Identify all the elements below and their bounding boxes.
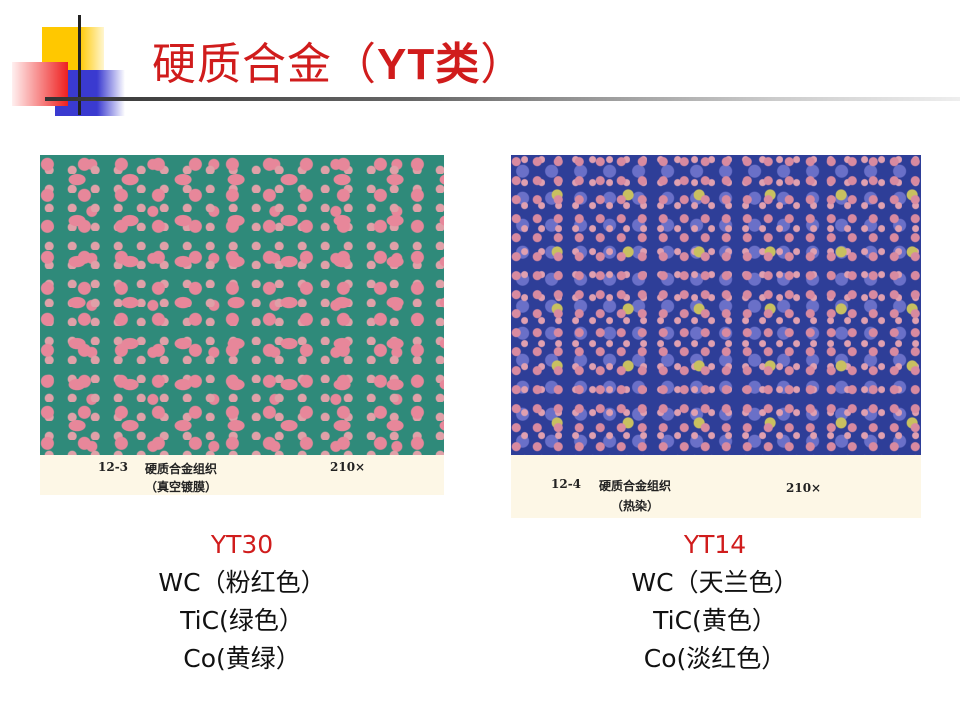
yt30-description: YT30 WC（粉红色） TiC(绿色） Co(黄绿）	[82, 526, 402, 678]
figure-subcaption: （真空镀膜）	[145, 480, 218, 494]
micrograph-yt14: 12-4 硬质合金组织 （热染） 210×	[511, 155, 921, 518]
phase-line: Co(淡红色）	[643, 644, 787, 673]
figure-subcaption: （热染）	[611, 499, 660, 513]
title-underline	[45, 97, 960, 101]
magnification: 210×	[786, 481, 822, 495]
micrograph-yt30: 12-3 硬质合金组织 （真空镀膜） 210×	[40, 155, 444, 495]
phase-line: WC（天兰色）	[631, 568, 799, 597]
grade-name: YT30	[210, 530, 274, 559]
title-bold: YT类	[377, 40, 481, 89]
phase-line: Co(黄绿）	[183, 644, 301, 673]
figure-number: 12-3	[98, 460, 129, 474]
phase-line: WC（粉红色）	[158, 568, 326, 597]
figure-number: 12-4	[551, 477, 582, 491]
title-text: 硬质合金（	[152, 39, 377, 90]
magnification: 210×	[330, 460, 366, 474]
micrograph-image	[511, 155, 921, 455]
grade-name: YT14	[683, 530, 747, 559]
title-close: ）	[480, 39, 526, 90]
slide-title: 硬质合金（YT类）	[152, 28, 525, 92]
figure-caption: 硬质合金组织	[145, 462, 218, 476]
micrograph-image	[40, 155, 444, 455]
decor-vertical-line	[78, 15, 81, 115]
yt14-description: YT14 WC（天兰色） TiC(黄色） Co(淡红色）	[555, 526, 875, 678]
figure-caption: 硬质合金组织	[599, 479, 672, 493]
phase-line: TiC(黄色）	[653, 606, 777, 635]
phase-line: TiC(绿色）	[180, 606, 304, 635]
